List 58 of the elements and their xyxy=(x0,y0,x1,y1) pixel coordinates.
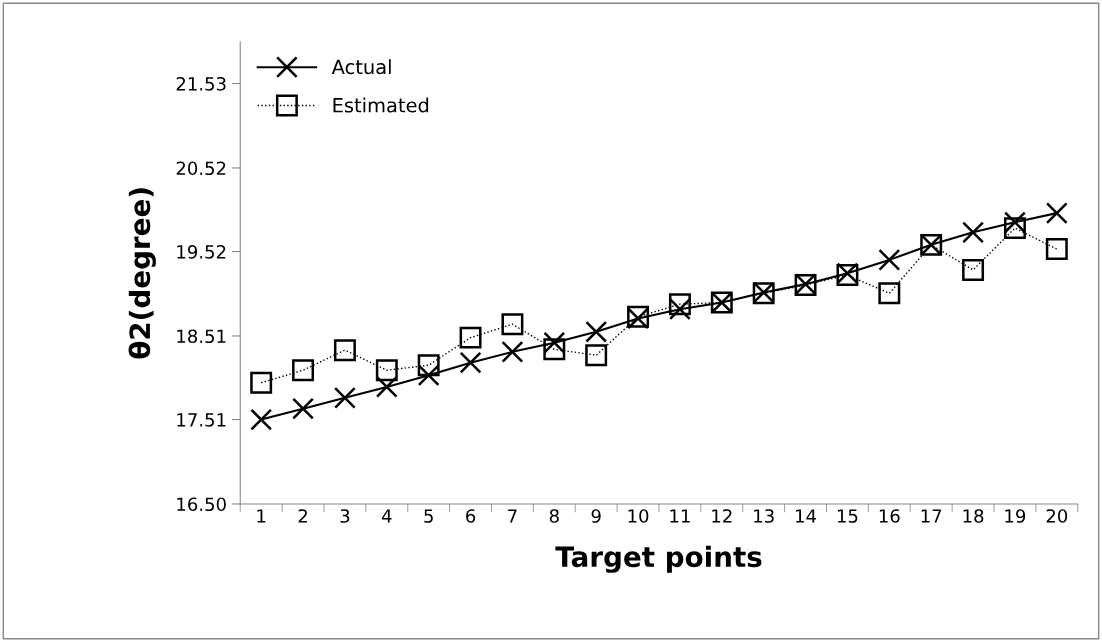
point xyxy=(962,258,985,281)
x-tick-label: 13 xyxy=(754,509,774,523)
x-tick-label: 14 xyxy=(796,509,817,523)
x-tick-label: 20 xyxy=(1046,509,1068,523)
point xyxy=(668,298,691,321)
legend-label: Actual xyxy=(331,59,391,75)
point xyxy=(375,359,398,382)
x-tick-label: 3 xyxy=(340,509,350,523)
point xyxy=(333,386,356,409)
point xyxy=(1045,202,1068,225)
x-tick-label: 5 xyxy=(424,509,433,523)
point xyxy=(543,331,566,354)
point xyxy=(250,371,273,394)
point xyxy=(543,338,566,361)
legend-label: Estimated xyxy=(333,97,429,113)
y-tick-label: 19.52 xyxy=(177,244,226,259)
point xyxy=(250,408,273,431)
x-tick-label: 19 xyxy=(1005,509,1026,523)
point xyxy=(459,326,482,349)
x-tick-label: 12 xyxy=(712,509,732,523)
x-tick-label: 7 xyxy=(508,509,517,523)
y-tick-label: 18.51 xyxy=(177,329,226,344)
y-tick-label: 16.50 xyxy=(177,497,226,512)
y-tick-label: 17.51 xyxy=(177,413,226,427)
point xyxy=(1045,238,1068,260)
point xyxy=(878,248,901,271)
point xyxy=(459,351,482,374)
point xyxy=(375,375,398,398)
point xyxy=(292,359,315,382)
x-tick-label: 6 xyxy=(466,509,476,523)
point xyxy=(292,397,315,420)
point xyxy=(417,364,440,387)
x-tick-label: 16 xyxy=(879,509,900,523)
x-tick-label: 17 xyxy=(921,509,942,523)
x-tick-label: 2 xyxy=(298,509,307,523)
point xyxy=(333,339,356,362)
point xyxy=(962,221,985,244)
y-tick-label: 20.52 xyxy=(176,161,226,176)
point xyxy=(1003,217,1026,240)
point xyxy=(585,320,608,343)
x-tick-label: 11 xyxy=(670,509,690,523)
x-tick-label: 1 xyxy=(257,509,266,523)
x-tick-label: 18 xyxy=(963,509,984,523)
point xyxy=(1003,211,1026,234)
y-tick-label: 21.53 xyxy=(176,76,226,91)
point xyxy=(417,354,440,377)
x-tick-label: 8 xyxy=(549,509,559,523)
point xyxy=(501,340,524,363)
x-tick-label: 9 xyxy=(591,509,601,523)
x-tick-label: 15 xyxy=(837,509,858,523)
point xyxy=(585,344,608,367)
x-tick-label: 10 xyxy=(628,509,649,523)
point xyxy=(668,293,691,316)
x-tick-label: 4 xyxy=(381,509,392,523)
y-axis-title: θ2(degree) xyxy=(128,188,156,359)
x-axis-title: Target points xyxy=(555,545,762,573)
point xyxy=(501,313,524,336)
point xyxy=(878,282,901,305)
